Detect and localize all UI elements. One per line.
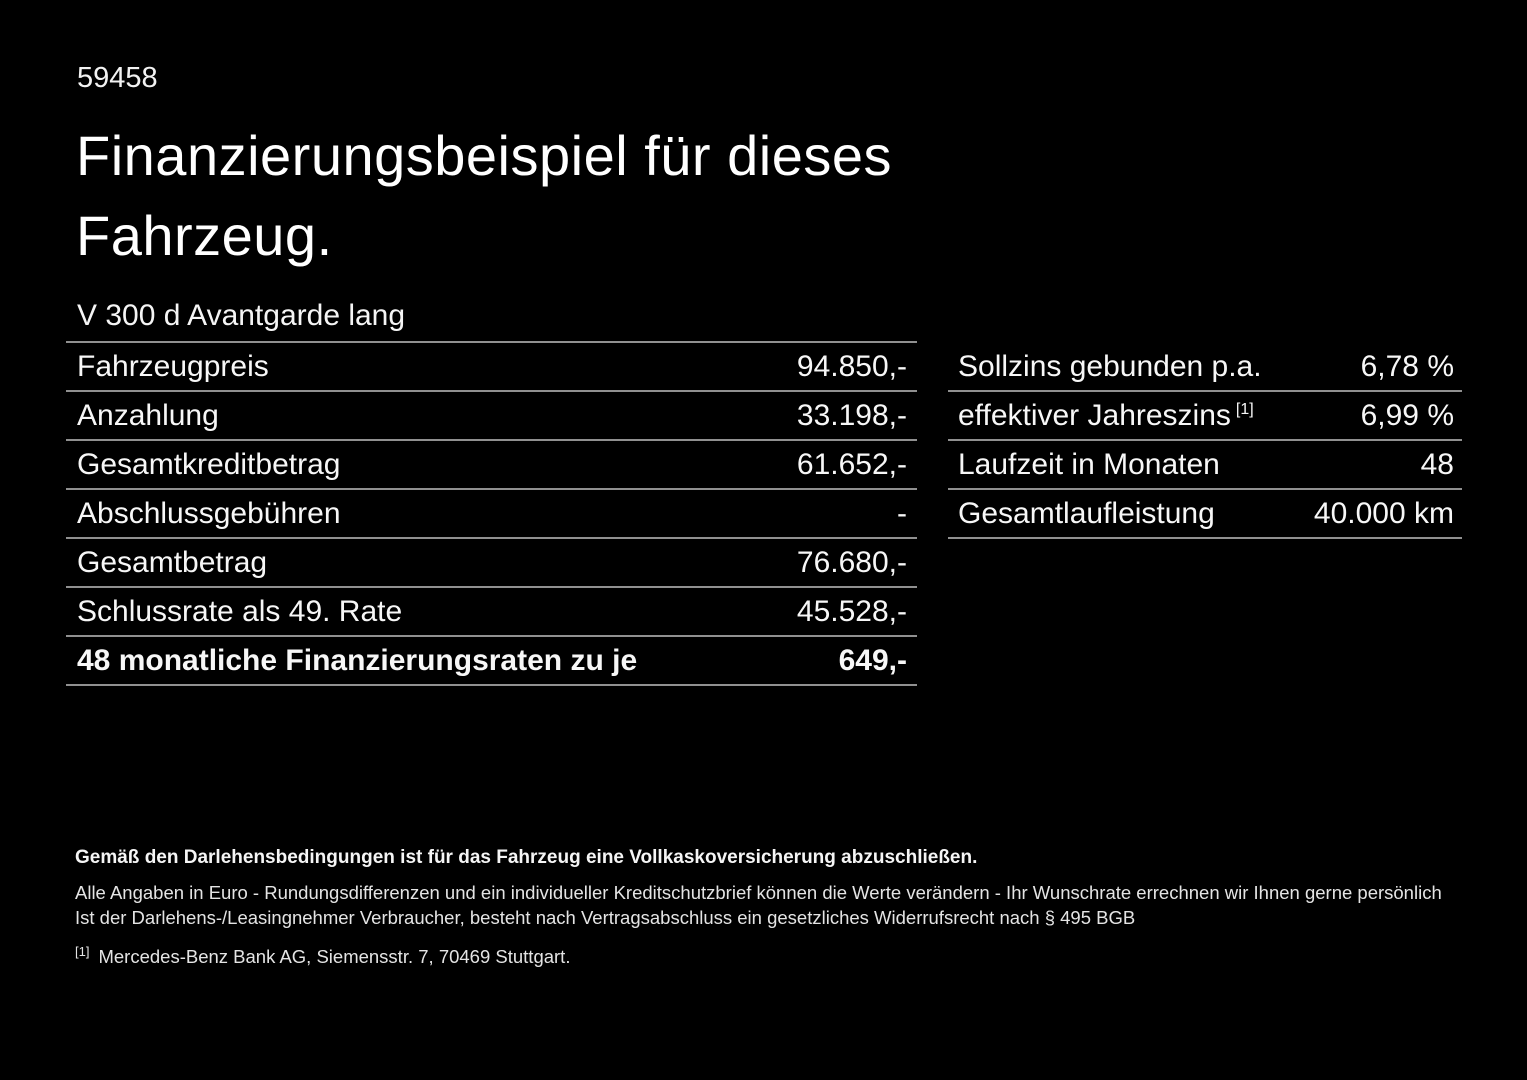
insurance-requirement-note: Gemäß den Darlehensbedingungen ist für d… [75, 847, 978, 868]
finance-row-value: 45.528,- [796, 594, 907, 628]
conditions-table: Sollzins gebunden p.a. 6,78 % effektiver… [948, 341, 1462, 539]
conditions-table-row: Laufzeit in Monaten 48 [948, 441, 1462, 490]
finance-row-value: - [897, 496, 907, 530]
conditions-row-label-text: Gesamtlaufleistung [958, 496, 1215, 530]
conditions-table-row: Gesamtlaufleistung 40.000 km [948, 490, 1462, 539]
finance-table-row: Schlussrate als 49. Rate 45.528,- [66, 588, 917, 637]
conditions-row-value: 6,78 % [1360, 349, 1454, 383]
finance-row-label: Gesamtbetrag [77, 545, 268, 579]
finance-row-value: 649,- [838, 643, 907, 677]
disclaimer-line2: Ist der Darlehens-/Leasingnehmer Verbrau… [75, 907, 1136, 928]
finance-row-value: 61.652,- [796, 447, 907, 481]
page-title-line1: Finanzierungsbeispiel für dieses [76, 124, 892, 187]
finance-row-label: Fahrzeugpreis [77, 349, 269, 383]
finance-row-label: Schlussrate als 49. Rate [77, 594, 403, 628]
conditions-row-value: 48 [1420, 447, 1454, 481]
finance-table-row: Gesamtbetrag 76.680,- [66, 539, 917, 588]
finance-row-value: 76.680,- [796, 545, 907, 579]
conditions-row-label: Gesamtlaufleistung [958, 497, 1220, 531]
finance-table-row: Gesamtkreditbetrag 61.652,- [66, 441, 917, 490]
conditions-row-label-text: Sollzins gebunden p.a. [958, 349, 1262, 383]
page-title-line2: Fahrzeug. [76, 204, 333, 267]
finance-row-label: Anzahlung [77, 398, 219, 432]
conditions-row-label-text: effektiver Jahreszins [958, 398, 1231, 432]
finance-row-value: 33.198,- [796, 398, 907, 432]
footnote-marker: [1] [75, 943, 90, 959]
conditions-row-label-text: Laufzeit in Monaten [958, 447, 1220, 481]
conditions-row-label: effektiver Jahreszins [1] [958, 399, 1254, 433]
vehicle-model: V 300 d Avantgarde lang [77, 299, 406, 332]
footnote-text: Mercedes-Benz Bank AG, Siemensstr. 7, 70… [98, 946, 571, 967]
finance-table: Fahrzeugpreis 94.850,- Anzahlung 33.198,… [66, 341, 917, 686]
legal-footer: Gemäß den Darlehensbedingungen ist für d… [75, 847, 1475, 968]
finance-table-row: Anzahlung 33.198,- [66, 392, 917, 441]
page-title: Finanzierungsbeispiel für dieses Fahrzeu… [76, 116, 892, 276]
finance-table-row: 48 monatliche Finanzierungsraten zu je 6… [66, 637, 917, 686]
conditions-table-row: Sollzins gebunden p.a. 6,78 % [948, 343, 1462, 392]
conditions-row-value: 6,99 % [1360, 398, 1454, 432]
conditions-table-row: effektiver Jahreszins [1] 6,99 % [948, 392, 1462, 441]
finance-row-label: 48 monatliche Finanzierungsraten zu je [77, 643, 638, 677]
conditions-row-value: 40.000 km [1313, 496, 1454, 530]
disclaimer-line1: Alle Angaben in Euro - Rundungsdifferenz… [75, 882, 1442, 903]
finance-row-label: Abschlussgebühren [77, 496, 341, 530]
conditions-row-label: Sollzins gebunden p.a. [958, 350, 1267, 384]
finance-table-row: Fahrzeugpreis 94.850,- [66, 343, 917, 392]
finance-table-row: Abschlussgebühren - [66, 490, 917, 539]
listing-id: 59458 [77, 62, 158, 94]
conditions-row-label: Laufzeit in Monaten [958, 448, 1225, 482]
footnote-line: [1] Mercedes-Benz Bank AG, Siemensstr. 7,… [75, 943, 1475, 968]
finance-row-label: Gesamtkreditbetrag [77, 447, 341, 481]
finance-row-value: 94.850,- [796, 349, 907, 383]
footnote-reference: [1] [1235, 400, 1254, 418]
